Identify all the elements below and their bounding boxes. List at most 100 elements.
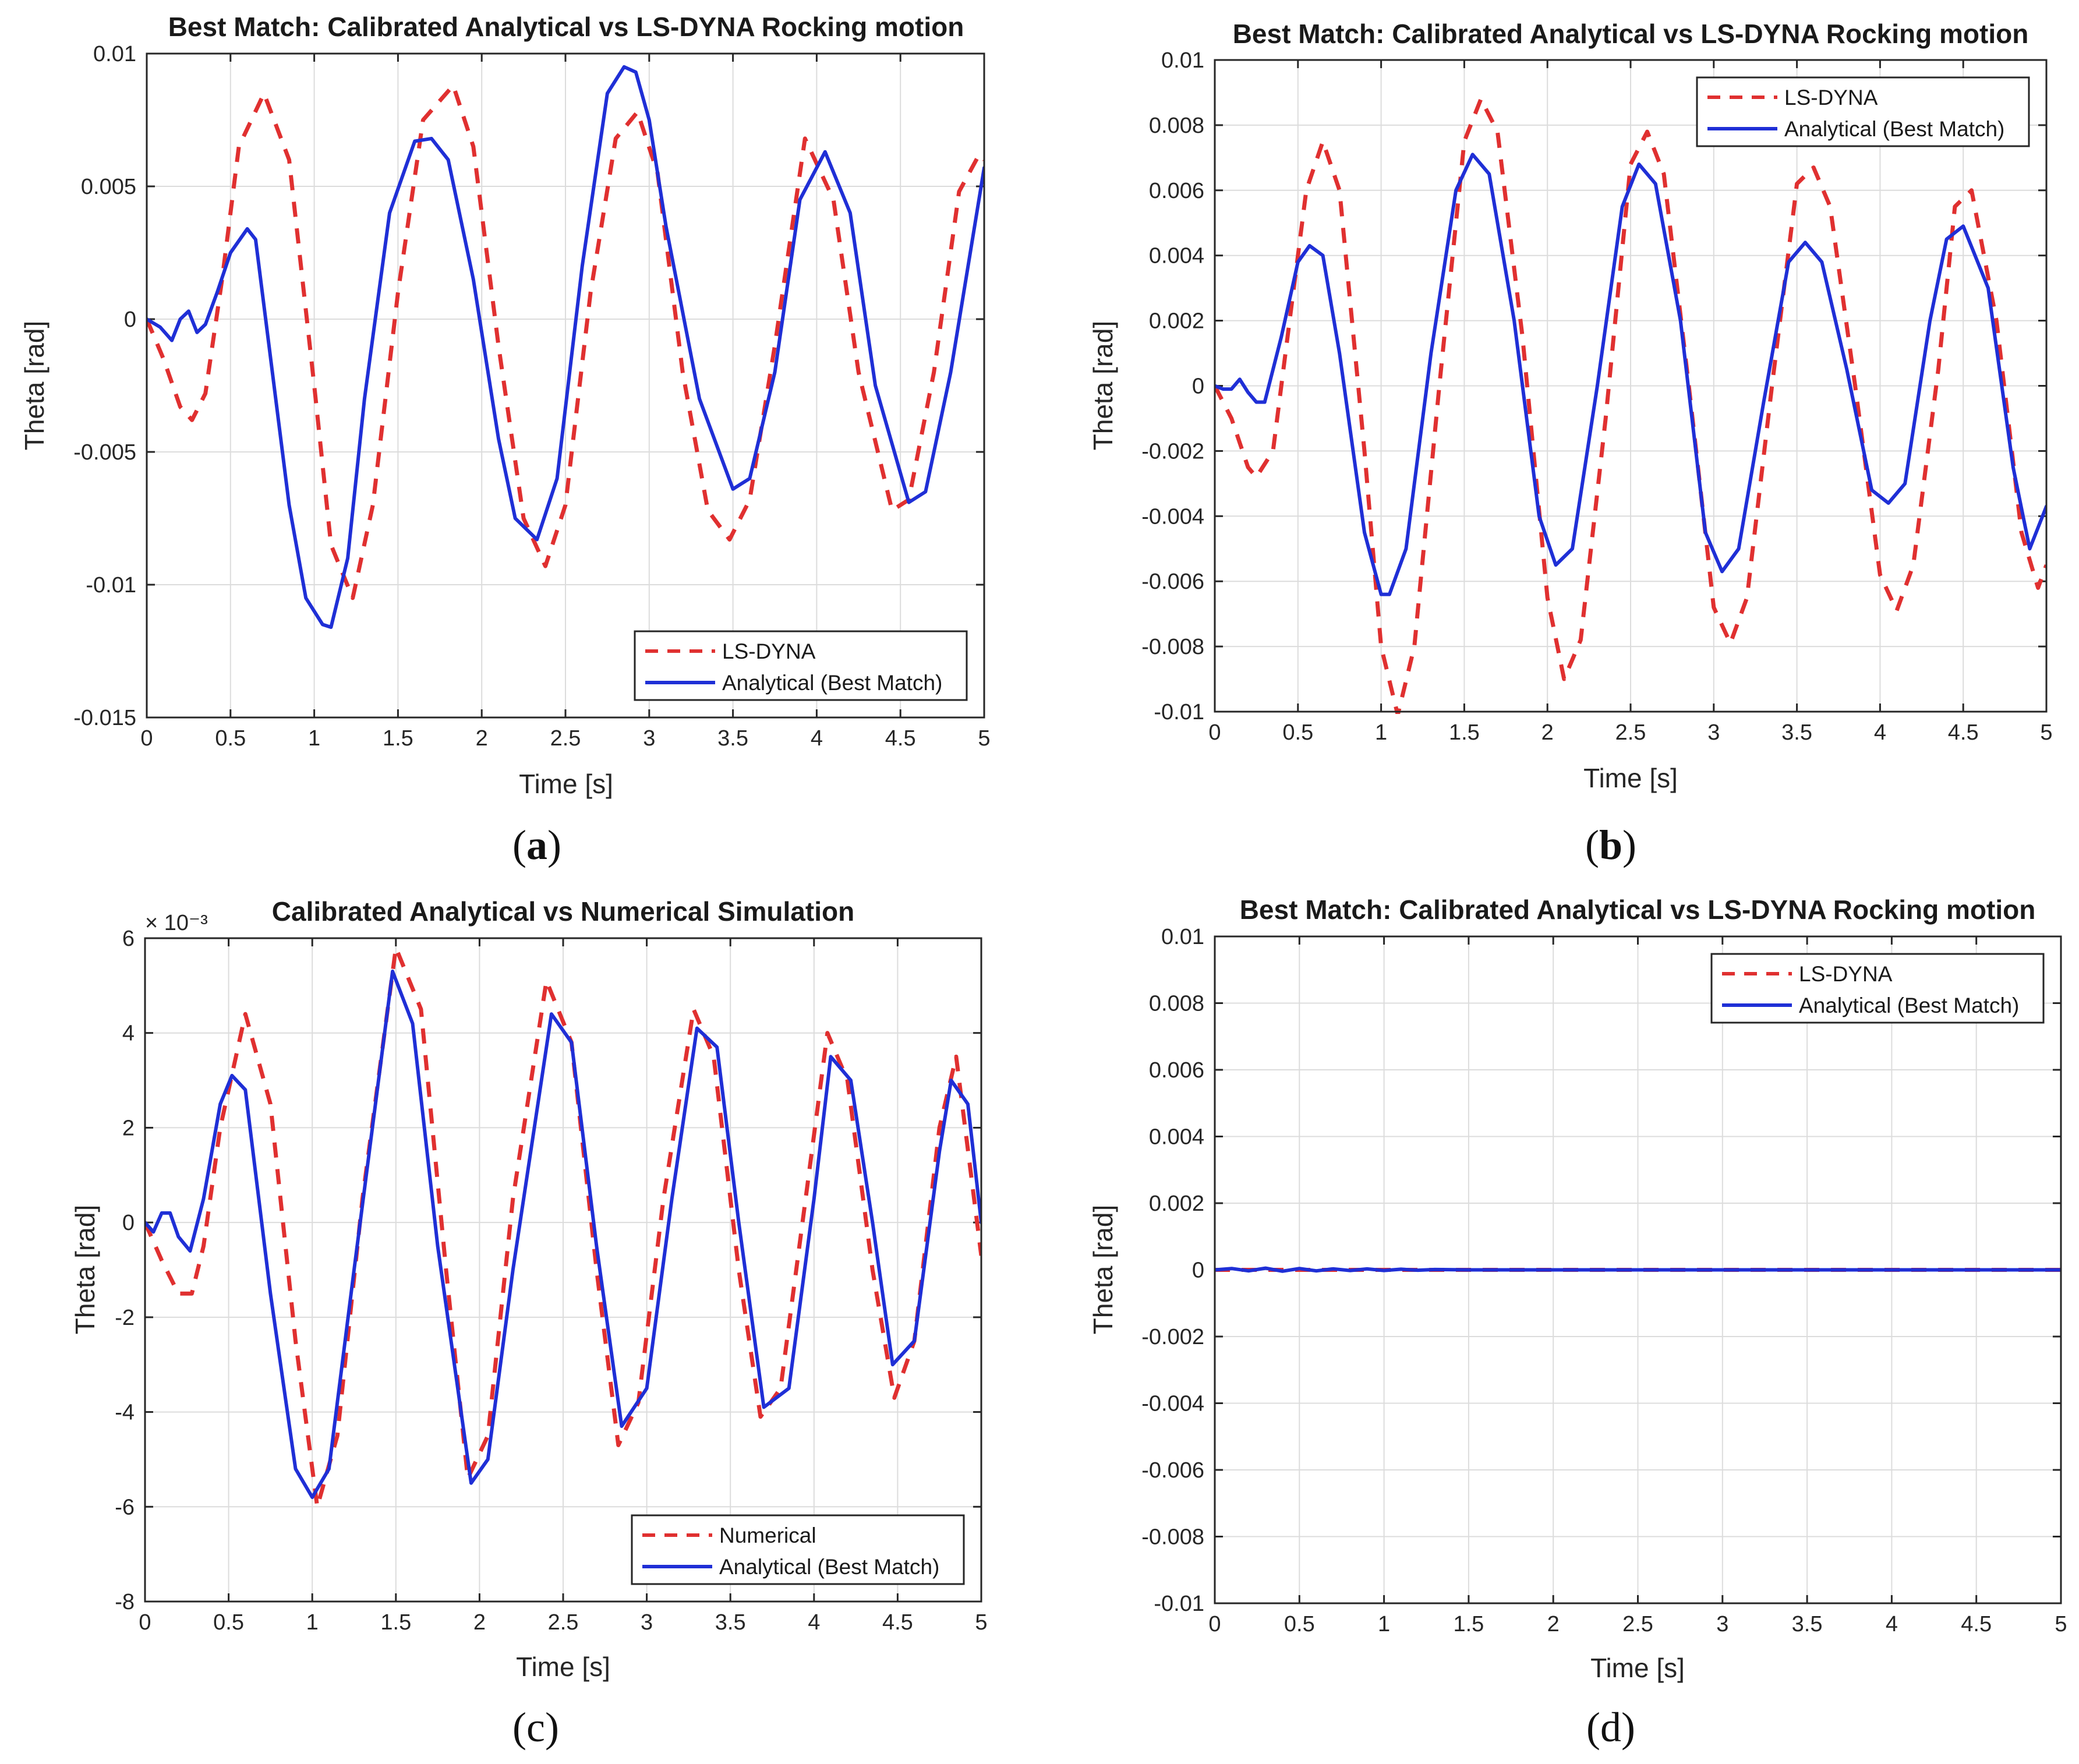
axes-frame (1214, 935, 2062, 1604)
legend: LS-DYNA Analytical (Best Match) (1710, 953, 2045, 1024)
x-tick-label: 3 (1707, 720, 1720, 745)
x-tick-label: 4 (1874, 720, 1886, 745)
x-tick-label: 3.5 (1781, 720, 1812, 745)
axes-frame (1214, 59, 2048, 713)
x-tick-label: 3.5 (717, 726, 748, 751)
legend-label: LS-DYNA (722, 639, 816, 663)
subfigure-caption: (d) (1586, 1704, 1635, 1751)
x-tick-label: 1.5 (1453, 1612, 1484, 1636)
legend-label: Numerical (719, 1523, 816, 1547)
chart-title: Best Match: Calibrated Analytical vs LS-… (1240, 895, 2036, 925)
y-tick-label: -2 (115, 1306, 135, 1330)
y-tick-label: -0.01 (1154, 1592, 1204, 1616)
y-tick-label: 0.004 (1149, 1125, 1204, 1150)
chart-title: Calibrated Analytical vs Numerical Simul… (272, 896, 854, 927)
y-tick-label: -0.008 (1141, 1525, 1204, 1550)
x-tick-label: 4.5 (882, 1610, 913, 1635)
y-tick-label: -0.015 (73, 706, 136, 730)
series-line-dashed (145, 945, 981, 1509)
y-tick-label: -0.01 (1154, 700, 1204, 724)
x-tick-label: 0.5 (215, 726, 246, 751)
legend-box (1710, 953, 2045, 1024)
chart-d: 0 0.5 1 1.5 2 2.5 3 3.5 4 4.5 5 0.01 0.008 0.006 0.004… (1088, 895, 2067, 1683)
y-tick-label: 0.01 (1161, 48, 1204, 73)
y-tick-label: 0.01 (1161, 925, 1204, 949)
x-axis-label: Time [s] (519, 769, 613, 799)
y-exponent-label: × 10⁻³ (145, 911, 208, 935)
x-tick-label: 0 (139, 1610, 151, 1635)
x-tick-label: 3.5 (715, 1610, 746, 1635)
axes-frame (146, 52, 985, 719)
subfigure-caption: (b) (1585, 822, 1636, 868)
y-tick-label: -8 (115, 1590, 135, 1614)
y-tick-label: -0.002 (1141, 439, 1204, 464)
x-tick-label: 2 (473, 1610, 486, 1635)
x-tick-label: 2 (476, 726, 488, 751)
legend: LS-DYNA Analytical (Best Match) (634, 630, 968, 701)
x-tick-label: 3 (641, 1610, 653, 1635)
x-tick-label: 3.5 (1792, 1612, 1823, 1636)
x-tick-label: 4.5 (885, 726, 916, 751)
x-tick-label: 0.5 (1284, 1612, 1315, 1636)
y-axis-label: Theta [rad] (1088, 1205, 1118, 1334)
legend: LS-DYNA Analytical (Best Match) (1696, 76, 2030, 147)
x-tick-label: 4 (808, 1610, 820, 1635)
y-tick-label: 0.006 (1149, 1058, 1204, 1083)
x-tick-label: 5 (975, 1610, 987, 1635)
x-tick-label: 1.5 (1449, 720, 1480, 745)
legend: Numerical Analytical (Best Match) (631, 1514, 965, 1585)
x-axis-label: Time [s] (1583, 763, 1678, 793)
y-tick-label: 0.01 (93, 42, 136, 66)
y-tick-label: -0.006 (1141, 1458, 1204, 1483)
chart-c: 0 0.5 1 1.5 2 2.5 3 3.5 4 4.5 5 6 4 2 0 -2 -4 -6 -8 × 10⁻³ N… (70, 896, 988, 1682)
x-tick-label: 4 (1886, 1612, 1898, 1636)
y-tick-label: -0.006 (1141, 570, 1204, 594)
x-tick-label: 0.5 (213, 1610, 244, 1635)
chart-a: 0 0.5 1 1.5 2 2.5 3 3.5 4 4.5 5 0.01 0.005 0 -0.005 -0.… (19, 12, 991, 799)
y-axis-label: Theta [rad] (19, 321, 50, 450)
x-tick-label: 2.5 (1615, 720, 1646, 745)
x-tick-label: 1 (306, 1610, 319, 1635)
y-tick-label: 0 (124, 307, 136, 332)
x-tick-label: 1 (1375, 720, 1387, 745)
x-tick-label: 0.5 (1282, 720, 1313, 745)
x-tick-label: 0 (1208, 1612, 1221, 1636)
series-line-solid (145, 969, 981, 1499)
y-tick-label: 0 (1192, 1259, 1204, 1283)
legend-box (634, 630, 968, 701)
x-tick-label: 2 (1541, 720, 1554, 745)
chart-title: Best Match: Calibrated Analytical vs LS-… (1233, 19, 2029, 49)
y-tick-label: 0 (1192, 374, 1204, 399)
y-tick-label: -0.004 (1141, 504, 1204, 529)
legend-label: LS-DYNA (1799, 962, 1893, 986)
series-line-dashed (1215, 97, 2046, 714)
y-tick-label: -0.01 (86, 573, 136, 598)
y-tick-label: -0.005 (73, 440, 136, 465)
series-line-solid (1215, 1266, 2061, 1273)
legend-label: Analytical (Best Match) (719, 1555, 939, 1579)
x-tick-label: 4.5 (1948, 720, 1979, 745)
y-tick-label: 0.005 (81, 175, 136, 199)
y-tick-label: -6 (115, 1495, 135, 1519)
y-tick-label: 6 (122, 927, 135, 951)
x-tick-label: 3 (643, 726, 655, 751)
legend-label: LS-DYNA (1784, 86, 1878, 109)
x-axis-label: Time [s] (1590, 1653, 1685, 1683)
x-tick-label: 0 (1208, 720, 1221, 745)
y-tick-label: 4 (122, 1021, 135, 1046)
subfigure-caption: (a) (512, 822, 561, 868)
y-axis-label: Theta [rad] (1088, 321, 1118, 450)
x-tick-label: 2.5 (550, 726, 581, 751)
y-tick-label: 0.008 (1149, 114, 1204, 138)
legend-box (631, 1514, 965, 1585)
x-tick-label: 4 (811, 726, 823, 751)
y-tick-label: 0 (122, 1211, 135, 1235)
y-tick-label: 0.008 (1149, 992, 1204, 1016)
y-tick-label: 0.004 (1149, 244, 1204, 268)
y-tick-label: -0.008 (1141, 635, 1204, 659)
legend-label: Analytical (Best Match) (722, 671, 942, 695)
y-tick-label: 0.002 (1149, 1192, 1204, 1216)
legend-box (1696, 76, 2030, 147)
chart-title: Best Match: Calibrated Analytical vs LS-… (168, 12, 964, 42)
